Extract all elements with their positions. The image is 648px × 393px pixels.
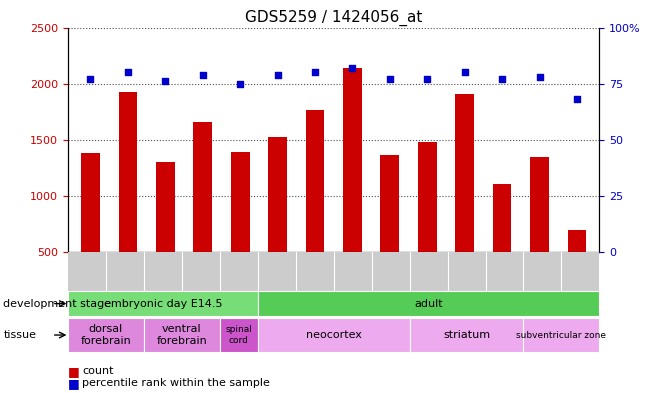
- Point: [497, 76, 507, 82]
- Point: [160, 78, 170, 84]
- Point: [272, 72, 283, 78]
- Point: [122, 69, 133, 75]
- Text: spinal
cord: spinal cord: [226, 325, 252, 345]
- Bar: [456, 94, 474, 307]
- Bar: [380, 155, 399, 307]
- Point: [310, 69, 320, 75]
- Bar: [418, 142, 437, 307]
- Text: count: count: [82, 366, 114, 376]
- Point: [385, 76, 395, 82]
- Point: [235, 80, 246, 86]
- Bar: [568, 230, 586, 307]
- Bar: [306, 110, 325, 307]
- Bar: [530, 158, 549, 307]
- Text: embryonic day E14.5: embryonic day E14.5: [104, 299, 222, 309]
- Bar: [81, 153, 100, 307]
- Point: [86, 76, 96, 82]
- Bar: [119, 92, 137, 307]
- Point: [459, 69, 470, 75]
- Bar: [193, 121, 212, 307]
- Bar: [343, 68, 362, 307]
- Text: neocortex: neocortex: [306, 330, 362, 340]
- Point: [422, 76, 432, 82]
- Text: ■: ■: [68, 376, 80, 390]
- Text: subventricular zone: subventricular zone: [516, 331, 607, 340]
- Point: [535, 73, 545, 80]
- Text: adult: adult: [414, 299, 443, 309]
- Bar: [268, 137, 287, 307]
- Point: [198, 72, 208, 78]
- Title: GDS5259 / 1424056_at: GDS5259 / 1424056_at: [245, 10, 422, 26]
- Text: striatum: striatum: [443, 330, 490, 340]
- Point: [347, 65, 358, 71]
- Text: ventral
forebrain: ventral forebrain: [157, 324, 207, 346]
- Text: tissue: tissue: [3, 330, 36, 340]
- Bar: [492, 184, 511, 307]
- Point: [572, 96, 582, 102]
- Text: dorsal
forebrain: dorsal forebrain: [80, 324, 132, 346]
- Bar: [156, 162, 175, 307]
- Text: ■: ■: [68, 365, 80, 378]
- Text: development stage: development stage: [3, 299, 111, 309]
- Bar: [231, 152, 249, 307]
- Text: percentile rank within the sample: percentile rank within the sample: [82, 378, 270, 388]
